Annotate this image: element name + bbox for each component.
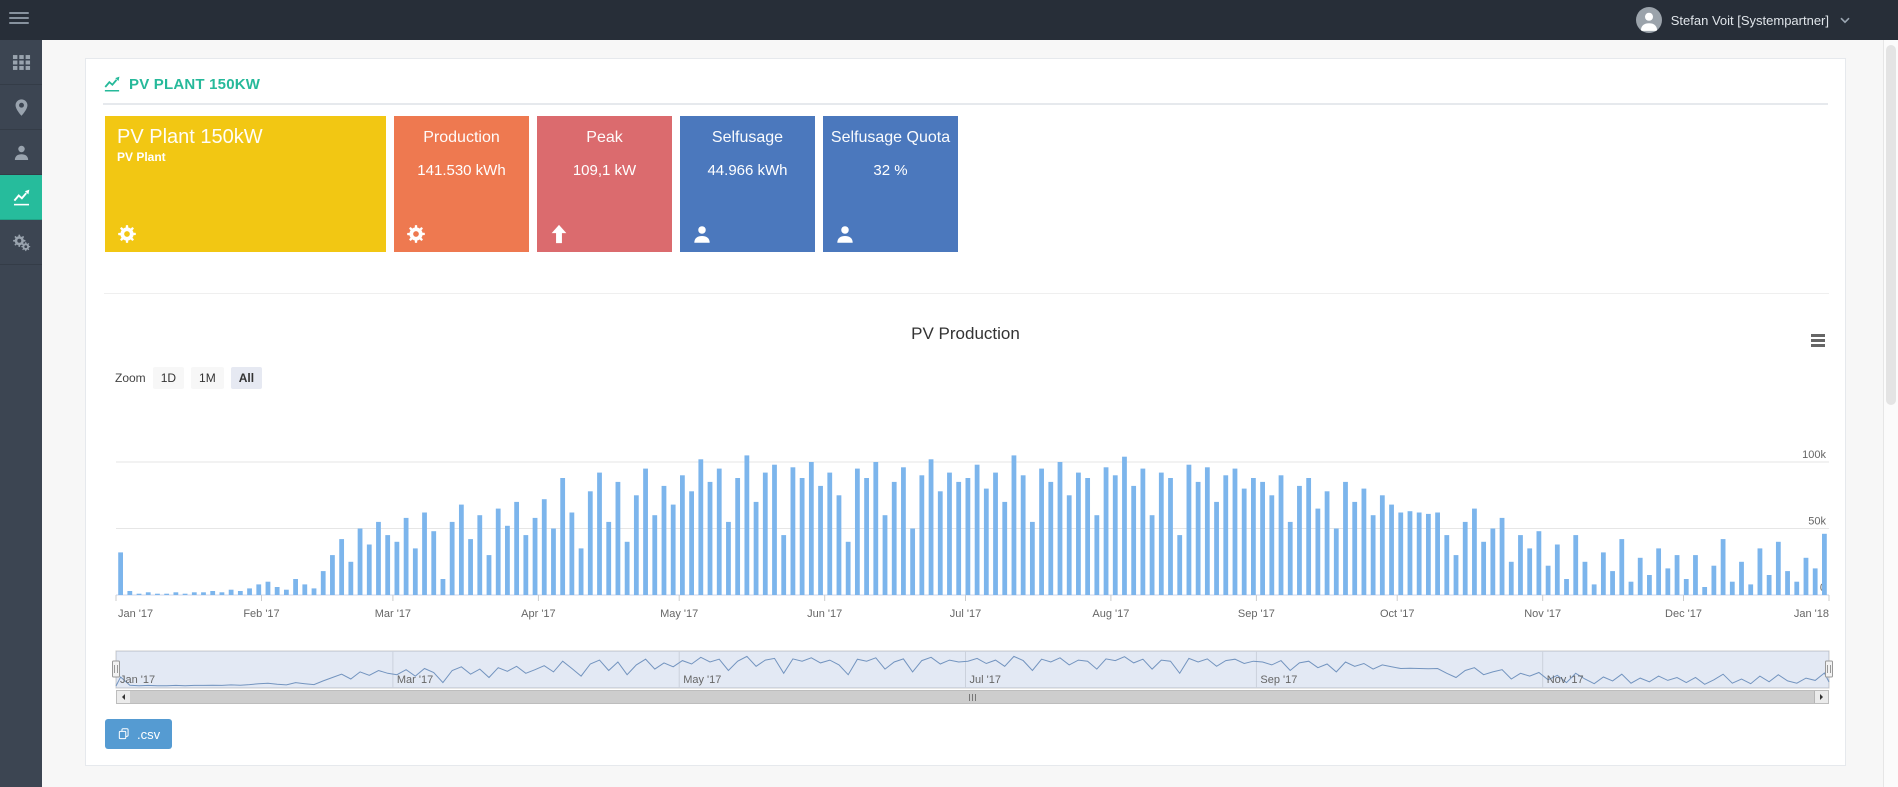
chevron-down-icon: [1840, 17, 1850, 23]
svg-text:Apr '17: Apr '17: [521, 608, 556, 620]
svg-text:Sep '17: Sep '17: [1238, 608, 1275, 620]
zoom-label: Zoom: [115, 371, 146, 385]
scrollbar-left-arrow[interactable]: [117, 691, 131, 703]
gear-icon: [405, 223, 427, 245]
svg-text:Jul '17: Jul '17: [970, 674, 1001, 686]
svg-text:Dec '17: Dec '17: [1665, 608, 1702, 620]
sidebar-item-charts[interactable]: [0, 175, 42, 220]
tile-production[interactable]: Production 141.530 kWh: [394, 116, 529, 252]
user-icon: [14, 145, 28, 160]
svg-text:Oct '17: Oct '17: [1380, 608, 1415, 620]
tile-value: 141.530 kWh: [417, 162, 506, 180]
topbar: Stefan Voit [Systempartner]: [0, 0, 1898, 40]
page-scrollbar-thumb[interactable]: [1886, 45, 1896, 405]
sidebar-item-users[interactable]: [0, 130, 42, 175]
tile-pv-plant-150kw[interactable]: PV Plant 150kW PV Plant: [105, 116, 386, 252]
chart-line-icon: [13, 189, 29, 205]
tile-value: 32 %: [873, 162, 908, 180]
svg-text:Mar '17: Mar '17: [397, 674, 433, 686]
zoom-button-1m[interactable]: 1M: [191, 367, 224, 389]
tile-title: Selfusage Quota: [830, 129, 951, 146]
tile-peak[interactable]: Peak 109,1 kW: [537, 116, 672, 252]
chart-context-menu-icon[interactable]: [1809, 332, 1827, 351]
menu-toggle-icon[interactable]: [9, 12, 29, 27]
panel-header: PV PLANT 150KW: [103, 59, 1828, 105]
svg-text:May '17: May '17: [660, 608, 698, 620]
scrollbar-thumb[interactable]: [130, 691, 1815, 703]
pv-plant-panel: PV PLANT 150KW PV Plant 150kW PV Plant Pro…: [85, 58, 1846, 766]
sidebar: [0, 40, 42, 787]
copy-icon: [118, 728, 129, 740]
grid-icon: [12, 54, 30, 70]
svg-text:Feb '17: Feb '17: [243, 608, 279, 620]
map-marker-icon: [15, 98, 27, 116]
svg-text:Jan '17: Jan '17: [120, 674, 155, 686]
user-icon: [691, 223, 713, 245]
svg-text:Nov '17: Nov '17: [1547, 674, 1584, 686]
user-name: Stefan Voit [Systempartner]: [1670, 12, 1829, 28]
csv-label: .csv: [137, 726, 161, 742]
svg-text:50k: 50k: [1808, 516, 1826, 528]
section-divider: [104, 293, 1829, 294]
tile-title: Selfusage: [711, 129, 784, 146]
chart-line-icon: [104, 76, 120, 92]
user-menu[interactable]: Stefan Voit [Systempartner]: [1635, 0, 1850, 40]
svg-text:Mar '17: Mar '17: [375, 608, 411, 620]
tile-title: PV Plant 150kW: [117, 126, 263, 148]
sidebar-item-locations[interactable]: [0, 85, 42, 130]
tile-value: 109,1 kW: [572, 162, 637, 180]
gear-icon: [116, 223, 138, 245]
page-scrollbar[interactable]: [1883, 40, 1898, 787]
svg-text:May '17: May '17: [683, 674, 721, 686]
chart-title: PV Production: [911, 324, 1020, 343]
svg-text:Jun '17: Jun '17: [807, 608, 842, 620]
tile-value: 44.966 kWh: [707, 162, 788, 180]
svg-text:Jan '18: Jan '18: [1794, 608, 1829, 620]
tiles-row: PV Plant 150kW PV Plant Production 141.530 …: [105, 116, 1845, 252]
zoom-button-all[interactable]: All: [230, 367, 263, 389]
sidebar-item-dashboard[interactable]: [0, 40, 42, 85]
range-selector: Zoom 1D 1M All: [115, 367, 263, 389]
zoom-button-1d[interactable]: 1D: [152, 367, 185, 389]
svg-text:100k: 100k: [1802, 449, 1826, 461]
tile-title: Production: [423, 129, 500, 146]
page-title: PV PLANT 150KW: [129, 75, 261, 93]
avatar: [1635, 7, 1662, 33]
tile-subtitle: PV Plant: [117, 150, 166, 164]
sidebar-item-settings[interactable]: [0, 220, 42, 265]
export-csv-button[interactable]: .csv: [105, 719, 173, 749]
svg-text:Sep '17: Sep '17: [1260, 674, 1297, 686]
cogs-icon: [12, 234, 30, 251]
svg-text:Jan '17: Jan '17: [118, 608, 153, 620]
svg-text:Nov '17: Nov '17: [1524, 608, 1561, 620]
tile-title: Peak: [586, 129, 623, 146]
svg-text:Aug '17: Aug '17: [1092, 608, 1129, 620]
chart-scrollbar[interactable]: [116, 690, 1829, 704]
svg-text:Jul '17: Jul '17: [950, 608, 981, 620]
tile-selfusage[interactable]: Selfusage 44.966 kWh: [680, 116, 815, 252]
scrollbar-right-arrow[interactable]: [1814, 691, 1828, 703]
tile-selfusage-quota[interactable]: Selfusage Quota 32 %: [823, 116, 958, 252]
user-icon: [834, 223, 856, 245]
arrow-up-icon: [548, 223, 570, 245]
